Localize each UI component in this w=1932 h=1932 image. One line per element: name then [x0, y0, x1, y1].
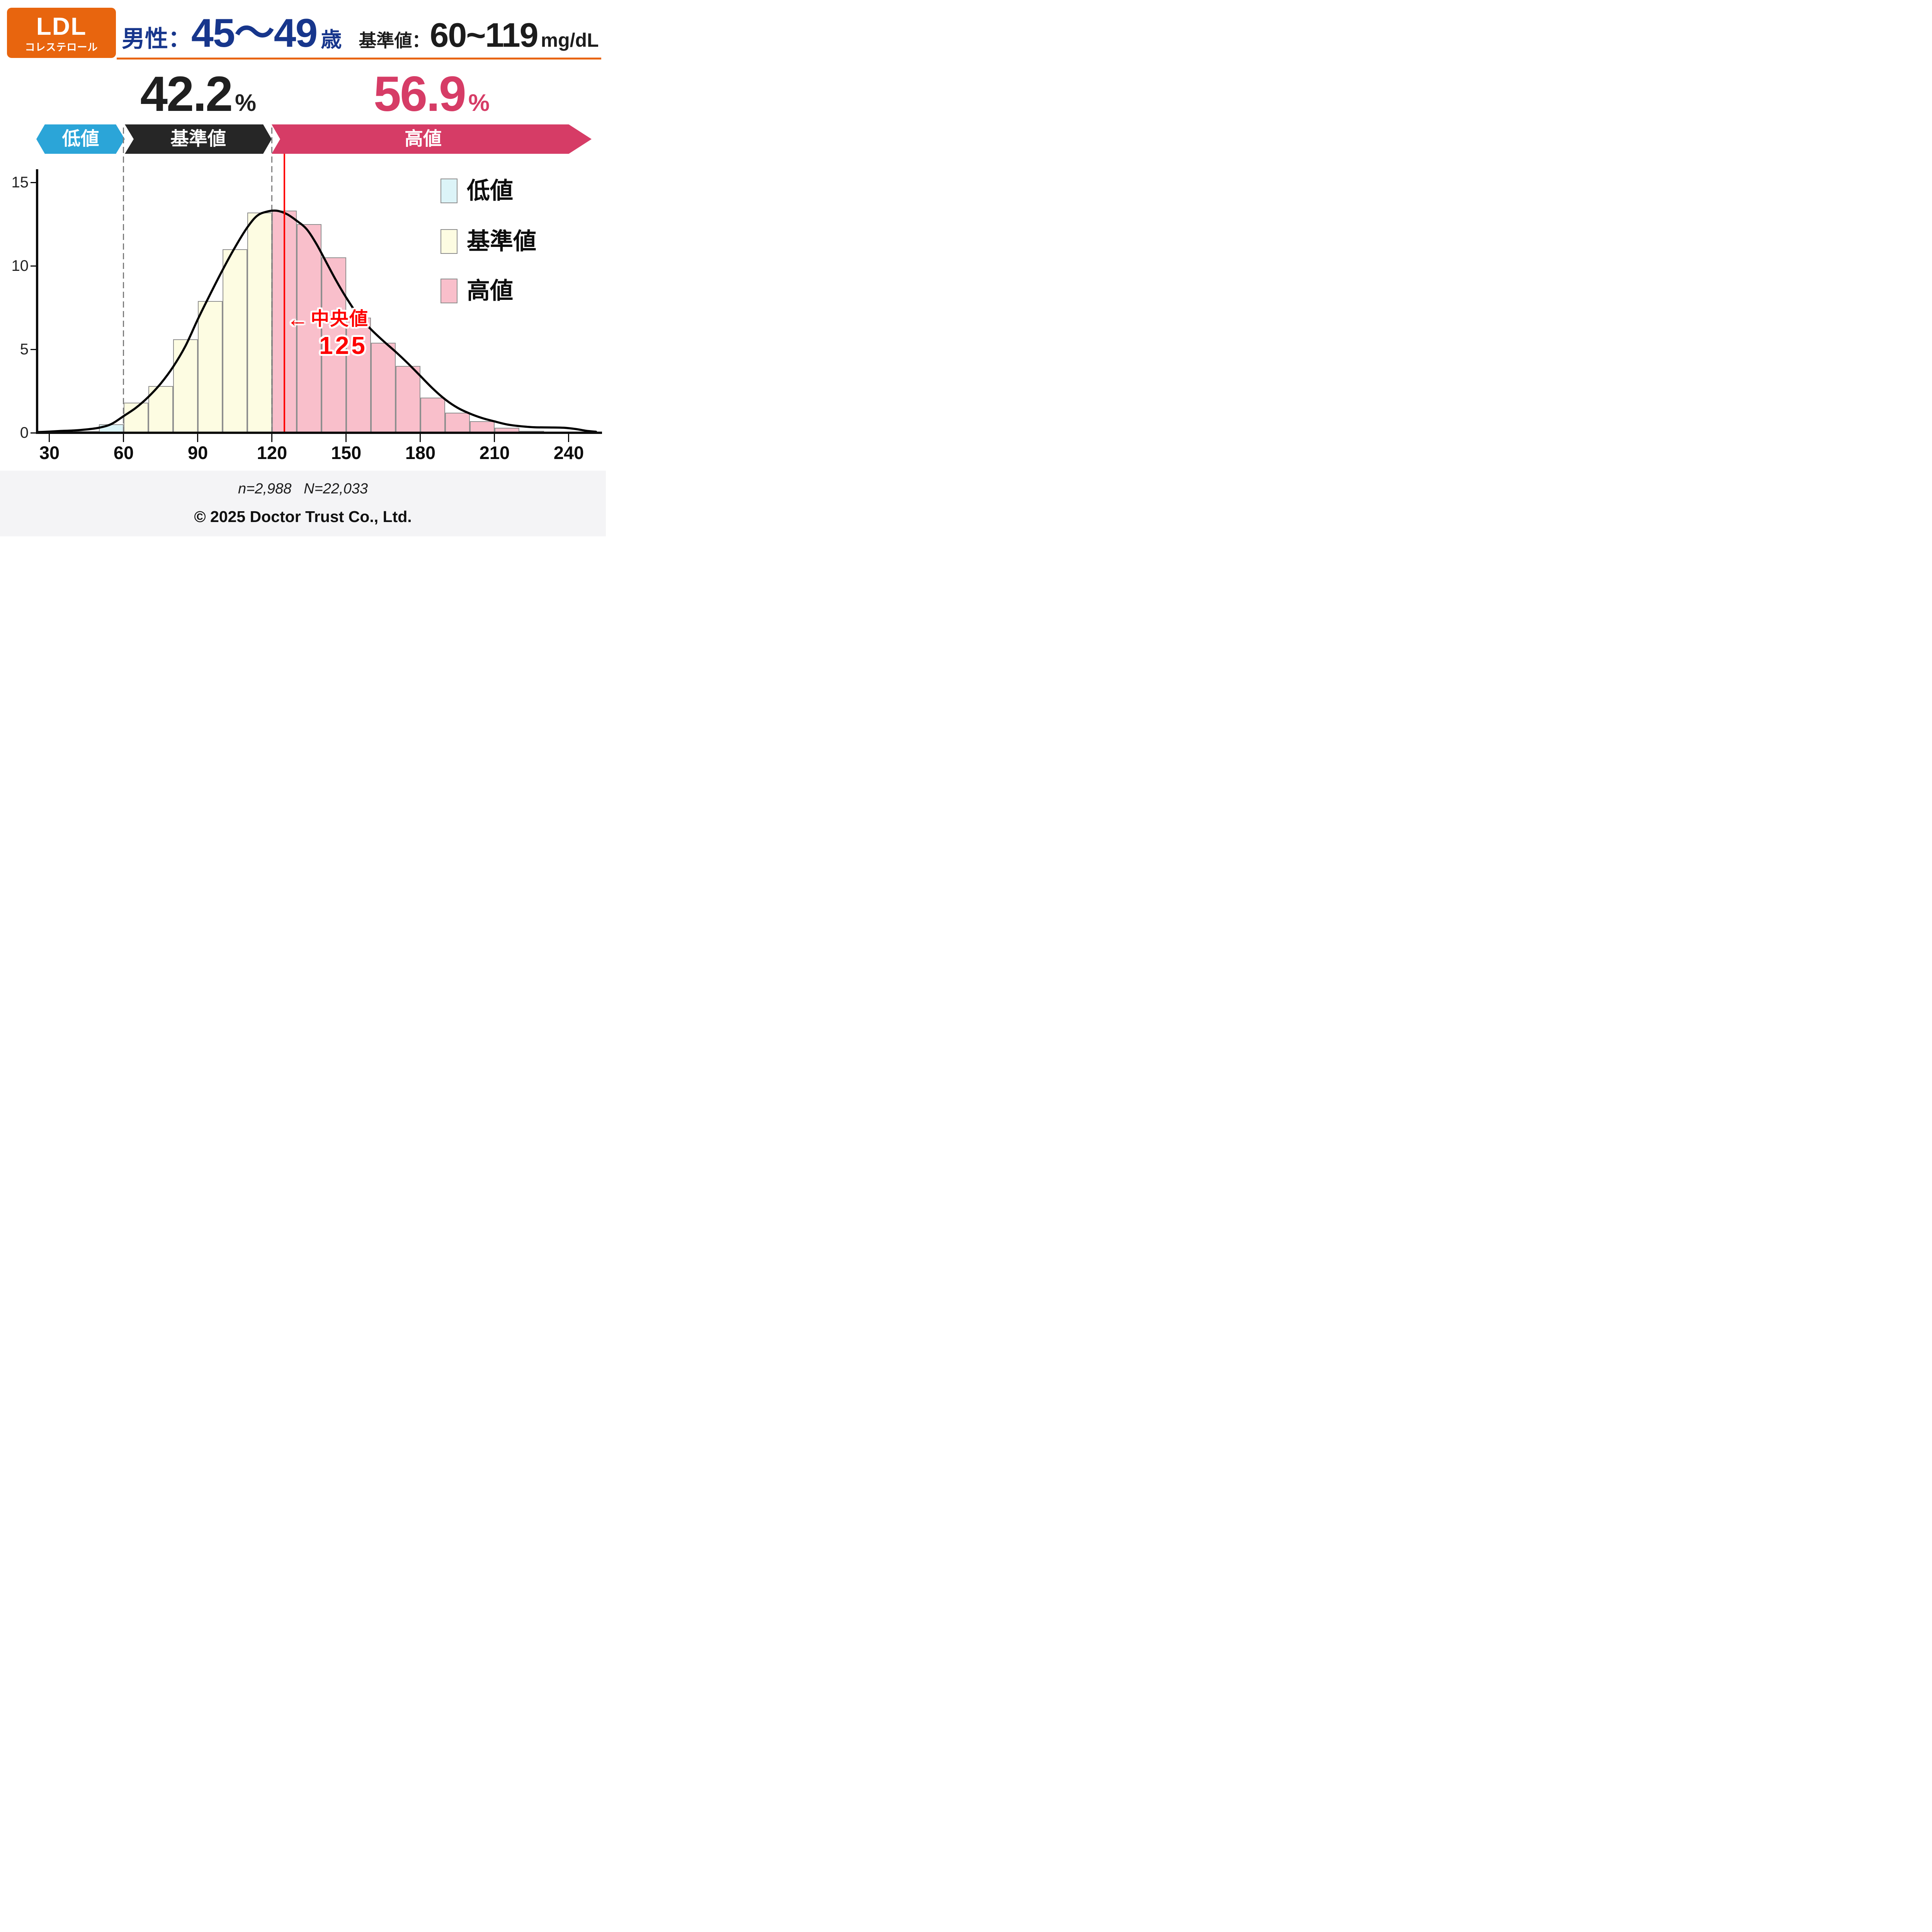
x-tick-mark: [494, 434, 495, 442]
normal-zone-percentage-value: 42.2: [140, 66, 233, 122]
x-tick-label: 150: [331, 442, 362, 463]
legend-item: 基準値: [440, 229, 536, 254]
segment-label: 男性：: [122, 26, 191, 52]
age-range: 45～49: [191, 11, 318, 56]
reference-dashed-line: [271, 128, 273, 433]
median-annotation: ← 中央値 125: [287, 308, 369, 358]
y-tick-label: 5: [20, 341, 29, 358]
normal-zone-ribbon-label: 基準値: [170, 129, 226, 149]
footer: n=2,988 N=22,033 © 2025 Doctor Trust Co.…: [0, 471, 606, 536]
x-tick-label: 90: [187, 442, 208, 463]
copyright-note: © 2025 Doctor Trust Co., Ltd.: [194, 508, 412, 526]
legend-label: 高値: [467, 278, 513, 304]
metric-badge: LDL コレステロール: [7, 8, 116, 58]
age-suffix: 歳: [321, 28, 342, 51]
histogram-bar: [197, 301, 223, 433]
y-tick-mark: [31, 182, 36, 183]
high-zone-percentage-unit: %: [468, 90, 490, 116]
y-tick-mark: [31, 432, 36, 434]
x-tick-mark: [345, 434, 347, 442]
reference-dashed-line: [123, 128, 124, 433]
reference-label: 基準値：: [359, 31, 430, 51]
legend-label: 低値: [467, 178, 513, 204]
x-tick-mark: [271, 434, 273, 442]
median-annotation-label: 中央値: [311, 309, 369, 329]
legend-item: 低値: [440, 179, 513, 203]
left-arrow-icon: ←: [287, 307, 308, 331]
median-line: [283, 154, 285, 433]
reference-range: 60~119: [430, 16, 538, 54]
x-tick-label: 30: [39, 442, 60, 463]
x-tick-mark: [568, 434, 570, 442]
histogram-bar: [445, 413, 470, 433]
x-tick-label: 210: [479, 442, 510, 463]
x-tick-mark: [49, 434, 50, 442]
legend-swatch: [440, 229, 457, 254]
x-axis: [36, 432, 602, 434]
histogram-bar: [148, 386, 173, 433]
high-zone-percentage: 56.9 %: [272, 70, 592, 119]
y-tick-mark: [31, 349, 36, 350]
high-zone-ribbon: 高値: [272, 124, 592, 154]
header-divider: [117, 58, 601, 60]
low-zone-ribbon-label: 低値: [62, 129, 99, 149]
x-tick-mark: [197, 434, 199, 442]
metric-badge-title: LDL: [36, 12, 87, 40]
legend-item: 高値: [440, 279, 513, 303]
histogram-bar: [371, 342, 396, 433]
high-zone-percentage-value: 56.9: [373, 66, 466, 122]
metric-badge-subtitle: コレステロール: [25, 41, 98, 53]
legend-label: 基準値: [467, 228, 536, 254]
normal-zone-percentage-unit: %: [235, 90, 257, 116]
normal-zone-ribbon: 基準値: [125, 124, 272, 154]
x-tick-label: 240: [553, 442, 584, 463]
high-zone-ribbon-label: 高値: [404, 129, 442, 149]
ldl-distribution-infographic: LDL コレステロール 男性： 45～49 歳 基準値： 60~119 mg/d…: [0, 0, 606, 536]
normal-zone-percentage: 42.2 %: [125, 70, 272, 119]
legend-swatch: [440, 279, 457, 303]
histogram-bar: [222, 249, 247, 433]
page-title: 男性： 45～49 歳 基準値： 60~119 mg/dL: [122, 13, 599, 53]
x-tick-mark: [420, 434, 421, 442]
y-tick-mark: [31, 265, 36, 267]
histogram-bar: [469, 421, 495, 433]
median-annotation-value: 125: [319, 332, 367, 359]
histogram-bar: [247, 212, 272, 433]
median-annotation-row: ← 中央値: [287, 308, 369, 330]
histogram-bar: [123, 403, 148, 433]
histogram-bar: [420, 398, 445, 433]
histogram-bar: [395, 366, 420, 433]
reference-unit: mg/dL: [541, 29, 599, 51]
low-zone-ribbon: 低値: [36, 124, 125, 154]
y-tick-label: 10: [11, 257, 29, 274]
x-tick-mark: [123, 434, 124, 442]
y-axis: [36, 169, 38, 434]
sample-size-note: n=2,988 N=22,033: [238, 481, 368, 497]
histogram-bar: [173, 339, 198, 433]
x-tick-label: 180: [405, 442, 436, 463]
y-tick-label: 15: [11, 174, 29, 191]
x-tick-label: 60: [113, 442, 134, 463]
y-tick-label: 0: [20, 424, 29, 441]
x-tick-label: 120: [257, 442, 287, 463]
legend-swatch: [440, 179, 457, 203]
